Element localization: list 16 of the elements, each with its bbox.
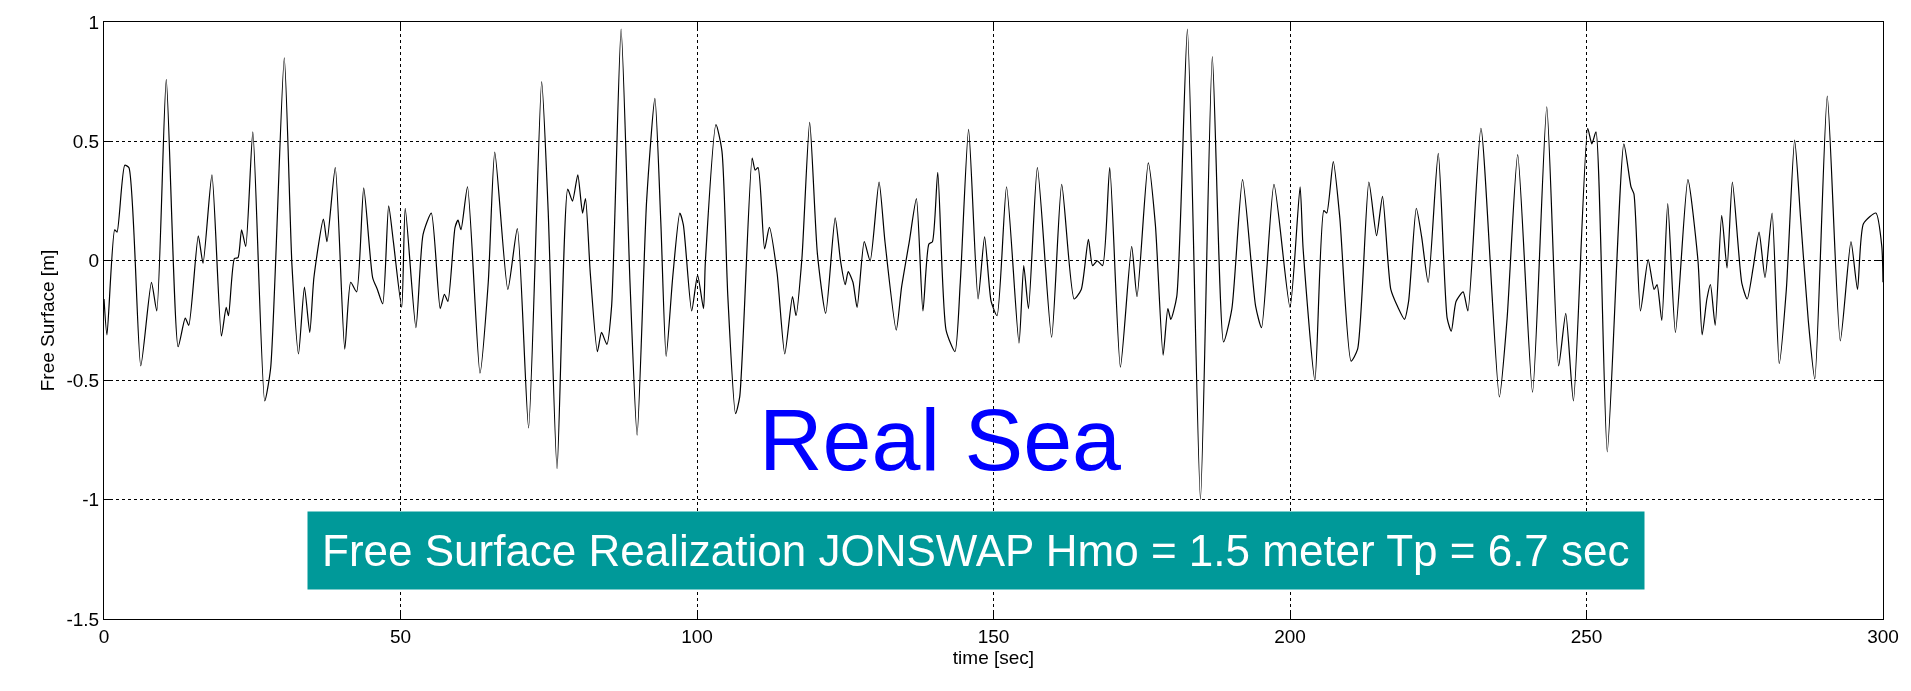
y-tick-label: 0 [88, 250, 100, 272]
annotation: Free Surface Realization JONSWAP Hmo = 1.5 meter Tp = 6.7 sec [322, 526, 1630, 575]
y-tick-label: 1 [88, 11, 100, 33]
y-tick-label: -1.5 [66, 608, 100, 630]
y-axis-title: Free Surface [m] [37, 249, 59, 392]
y-tick-label: 0.5 [72, 131, 100, 153]
y-tick-label: -0.5 [66, 369, 100, 391]
x-tick-label: 100 [681, 625, 713, 647]
x-tick-label: 250 [1570, 625, 1603, 647]
x-tick-label: 50 [389, 625, 412, 647]
x-axis-title: time [sec] [952, 646, 1035, 668]
annotation: Real Sea [759, 390, 1122, 489]
x-tick-label: 150 [977, 625, 1010, 647]
x-tick-label: 200 [1274, 625, 1306, 647]
y-tick-label: -1 [82, 489, 100, 511]
x-tick-label: 300 [1867, 625, 1899, 647]
